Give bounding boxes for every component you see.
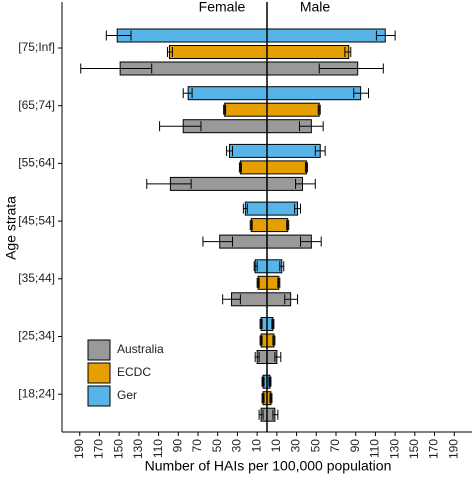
error-bar [318,63,384,74]
x-tick-label: 10 [269,439,283,453]
error-bar [242,203,248,214]
bar [266,28,386,43]
x-tick-label: 170 [92,439,106,459]
error-bar [271,319,275,329]
legend-label: Australia [117,342,164,356]
error-bar [353,88,370,99]
bar [250,218,268,233]
bar [239,160,268,175]
error-bar [202,236,234,247]
error-bar [80,63,153,74]
x-tick-label: 30 [230,439,244,453]
x-tick-label: 90 [170,439,184,453]
bar [224,102,268,117]
x-tick-label: 130 [387,439,401,459]
error-bar [314,145,326,156]
error-bar [299,121,324,132]
legend-swatch [87,362,111,384]
y-axis-title: Age strata [3,196,19,260]
error-bar [253,261,258,272]
error-bar [284,294,299,305]
x-tick-label: 50 [210,439,224,453]
y-tick-label: [45;54] [18,213,55,227]
error-bar [166,47,173,57]
error-bar [279,261,285,272]
female-label: Female [199,0,246,15]
error-bar [286,220,290,231]
x-tick-label: 90 [348,439,362,453]
error-bar [256,277,260,288]
error-bar [261,393,265,404]
bar [266,102,320,117]
error-bar [261,376,265,387]
y-tick-label: [65;74] [18,98,55,112]
y-tick-label: [55;64] [18,156,55,170]
error-bar [258,409,264,420]
x-tick-label: 70 [190,439,204,453]
x-tick-label: 130 [131,439,145,459]
error-bar [146,178,192,189]
error-bar [272,335,276,346]
bar [266,218,289,233]
y-tick-label: [35;44] [18,271,55,285]
x-axis-title: Number of HAIs per 100,000 population [145,458,392,474]
legend-label: Ger [117,388,137,402]
x-tick-label: 150 [111,439,125,459]
error-bar [269,393,273,404]
x-tick-label: 70 [328,439,342,453]
y-tick-label: [75;Inf] [18,40,55,54]
legend-swatch [87,385,111,407]
bar [266,86,362,101]
error-bar [304,162,308,173]
bar [116,28,268,43]
bar [187,86,268,101]
error-bar [274,352,282,362]
error-bar [272,409,279,420]
x-tick-label: 110 [368,439,382,458]
y-tick-label: [25;34] [18,329,55,343]
bar [266,160,307,175]
bar [266,143,321,158]
bar [266,201,299,216]
error-bar [182,88,193,99]
error-bar [238,162,242,173]
error-bar [300,236,322,247]
error-bar [277,277,281,288]
x-tick-label: 50 [308,439,322,453]
legend-swatch [87,339,111,361]
error-bar [254,352,260,362]
x-tick-label: 150 [407,439,421,459]
legend-label: ECDC [117,365,151,379]
error-bar [317,104,321,115]
x-tick-label: 190 [72,439,86,459]
x-tick-label: 30 [289,439,303,453]
x-tick-label: 170 [427,439,441,459]
x-tick-label: 10 [249,439,263,453]
error-bar [259,335,263,346]
error-bar [226,145,234,156]
bar [168,45,268,59]
error-bar [295,178,316,189]
bar [266,275,280,290]
x-tick-label: 110 [151,439,165,458]
error-bar [222,294,241,305]
error-bar [375,30,396,41]
error-bar [159,121,202,132]
bar [229,143,268,158]
error-bar [249,220,253,231]
error-bar [344,47,352,57]
male-label: Male [300,0,331,15]
error-bar [294,203,302,214]
bar [244,201,268,216]
error-bar [268,376,272,387]
bar [266,45,350,59]
error-bar [105,30,132,41]
y-tick-label: [18;24] [18,386,55,400]
x-tick-label: 190 [446,439,460,459]
error-bar [259,319,263,329]
error-bar [223,104,227,115]
